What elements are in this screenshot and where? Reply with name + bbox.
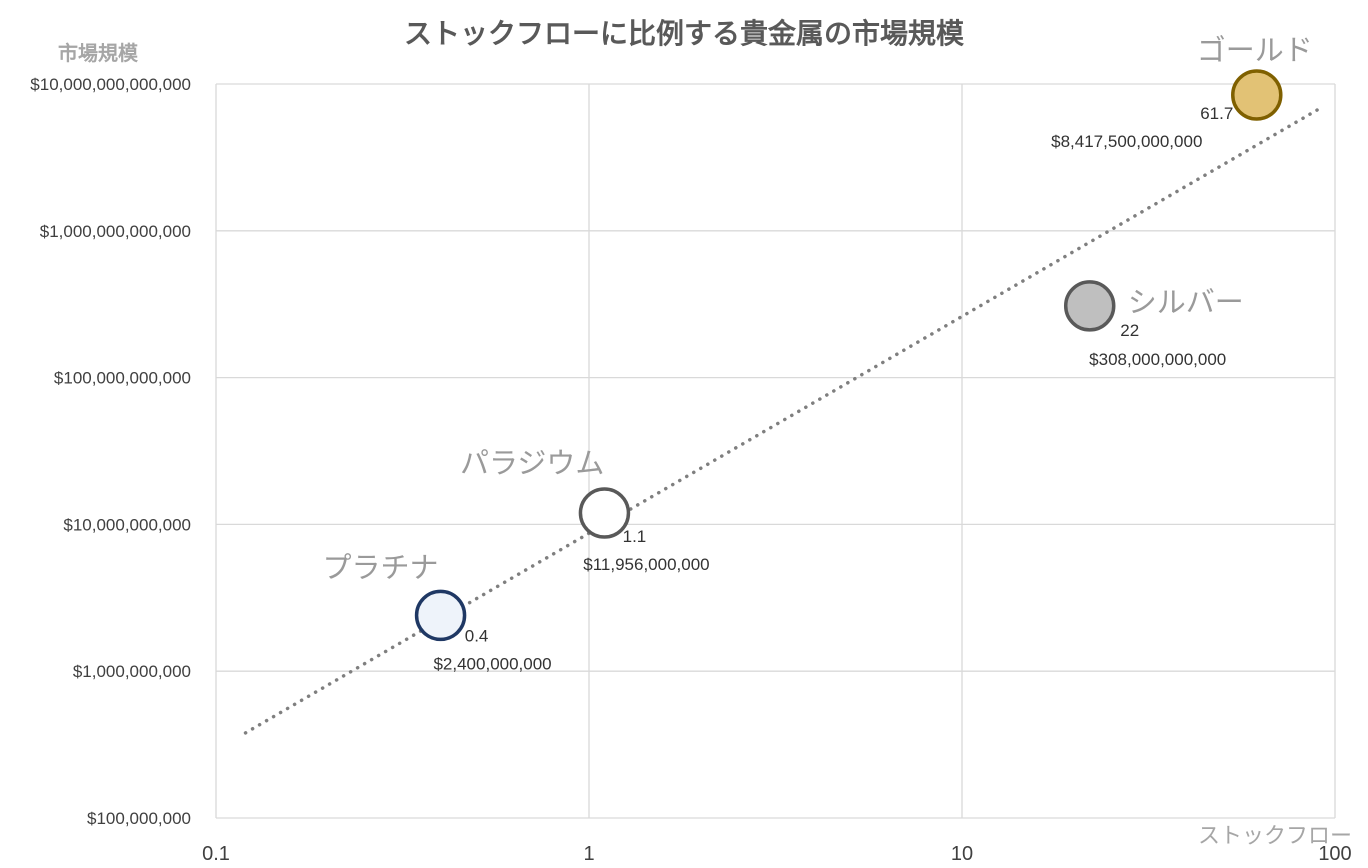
y-tick-label: $1,000,000,000,000 — [40, 222, 191, 241]
data-label-y: $8,417,500,000,000 — [1051, 132, 1202, 151]
y-tick-label: $10,000,000,000,000 — [30, 75, 191, 94]
x-tick-label: 10 — [951, 843, 973, 865]
data-label-x: 1.1 — [623, 527, 647, 546]
x-tick-label: 100 — [1318, 843, 1351, 865]
data-label-x: 61.7 — [1200, 104, 1233, 123]
y-tick-label: $10,000,000,000 — [63, 515, 191, 534]
data-label-y: $11,956,000,000 — [583, 555, 709, 574]
series-name-label: パラジウム — [460, 446, 604, 480]
data-point-bubble — [414, 589, 467, 642]
y-tick-label: $100,000,000,000 — [54, 369, 191, 388]
data-point-bubble — [1063, 280, 1116, 332]
x-tick-label: 0.1 — [202, 843, 230, 865]
y-tick-label: $100,000,000 — [87, 809, 191, 828]
data-label-y: $2,400,000,000 — [433, 654, 551, 673]
y-tick-label: $1,000,000,000 — [73, 662, 191, 681]
data-point-bubble — [1231, 69, 1283, 121]
data-label-x: 0.4 — [465, 626, 489, 645]
chart-title: ストックフローに比例する貴金属の市場規模 — [404, 17, 965, 50]
series-name-label: プラチナ — [323, 550, 439, 584]
data-points: プラチナ 0.4 $2,400,000,000 パラジウム 1.1 $11,956,000… — [323, 33, 1313, 673]
trendline — [243, 107, 1320, 735]
gridlines — [215, 83, 1336, 819]
series-name-label: ゴールド — [1197, 33, 1313, 67]
y-axis-label: 市場規模 — [58, 41, 139, 65]
data-label-y: $308,000,000,000 — [1089, 350, 1226, 369]
series-name-label: シルバー — [1128, 285, 1244, 319]
x-tick-label: 1 — [583, 843, 594, 865]
x-axis-label: ストックフロー — [1198, 824, 1352, 849]
axis-ticks: $100,000,000 $1,000,000,000 $10,000,000,00… — [30, 75, 1351, 865]
data-label-x: 22 — [1120, 321, 1139, 340]
data-point-bubble — [578, 487, 631, 539]
